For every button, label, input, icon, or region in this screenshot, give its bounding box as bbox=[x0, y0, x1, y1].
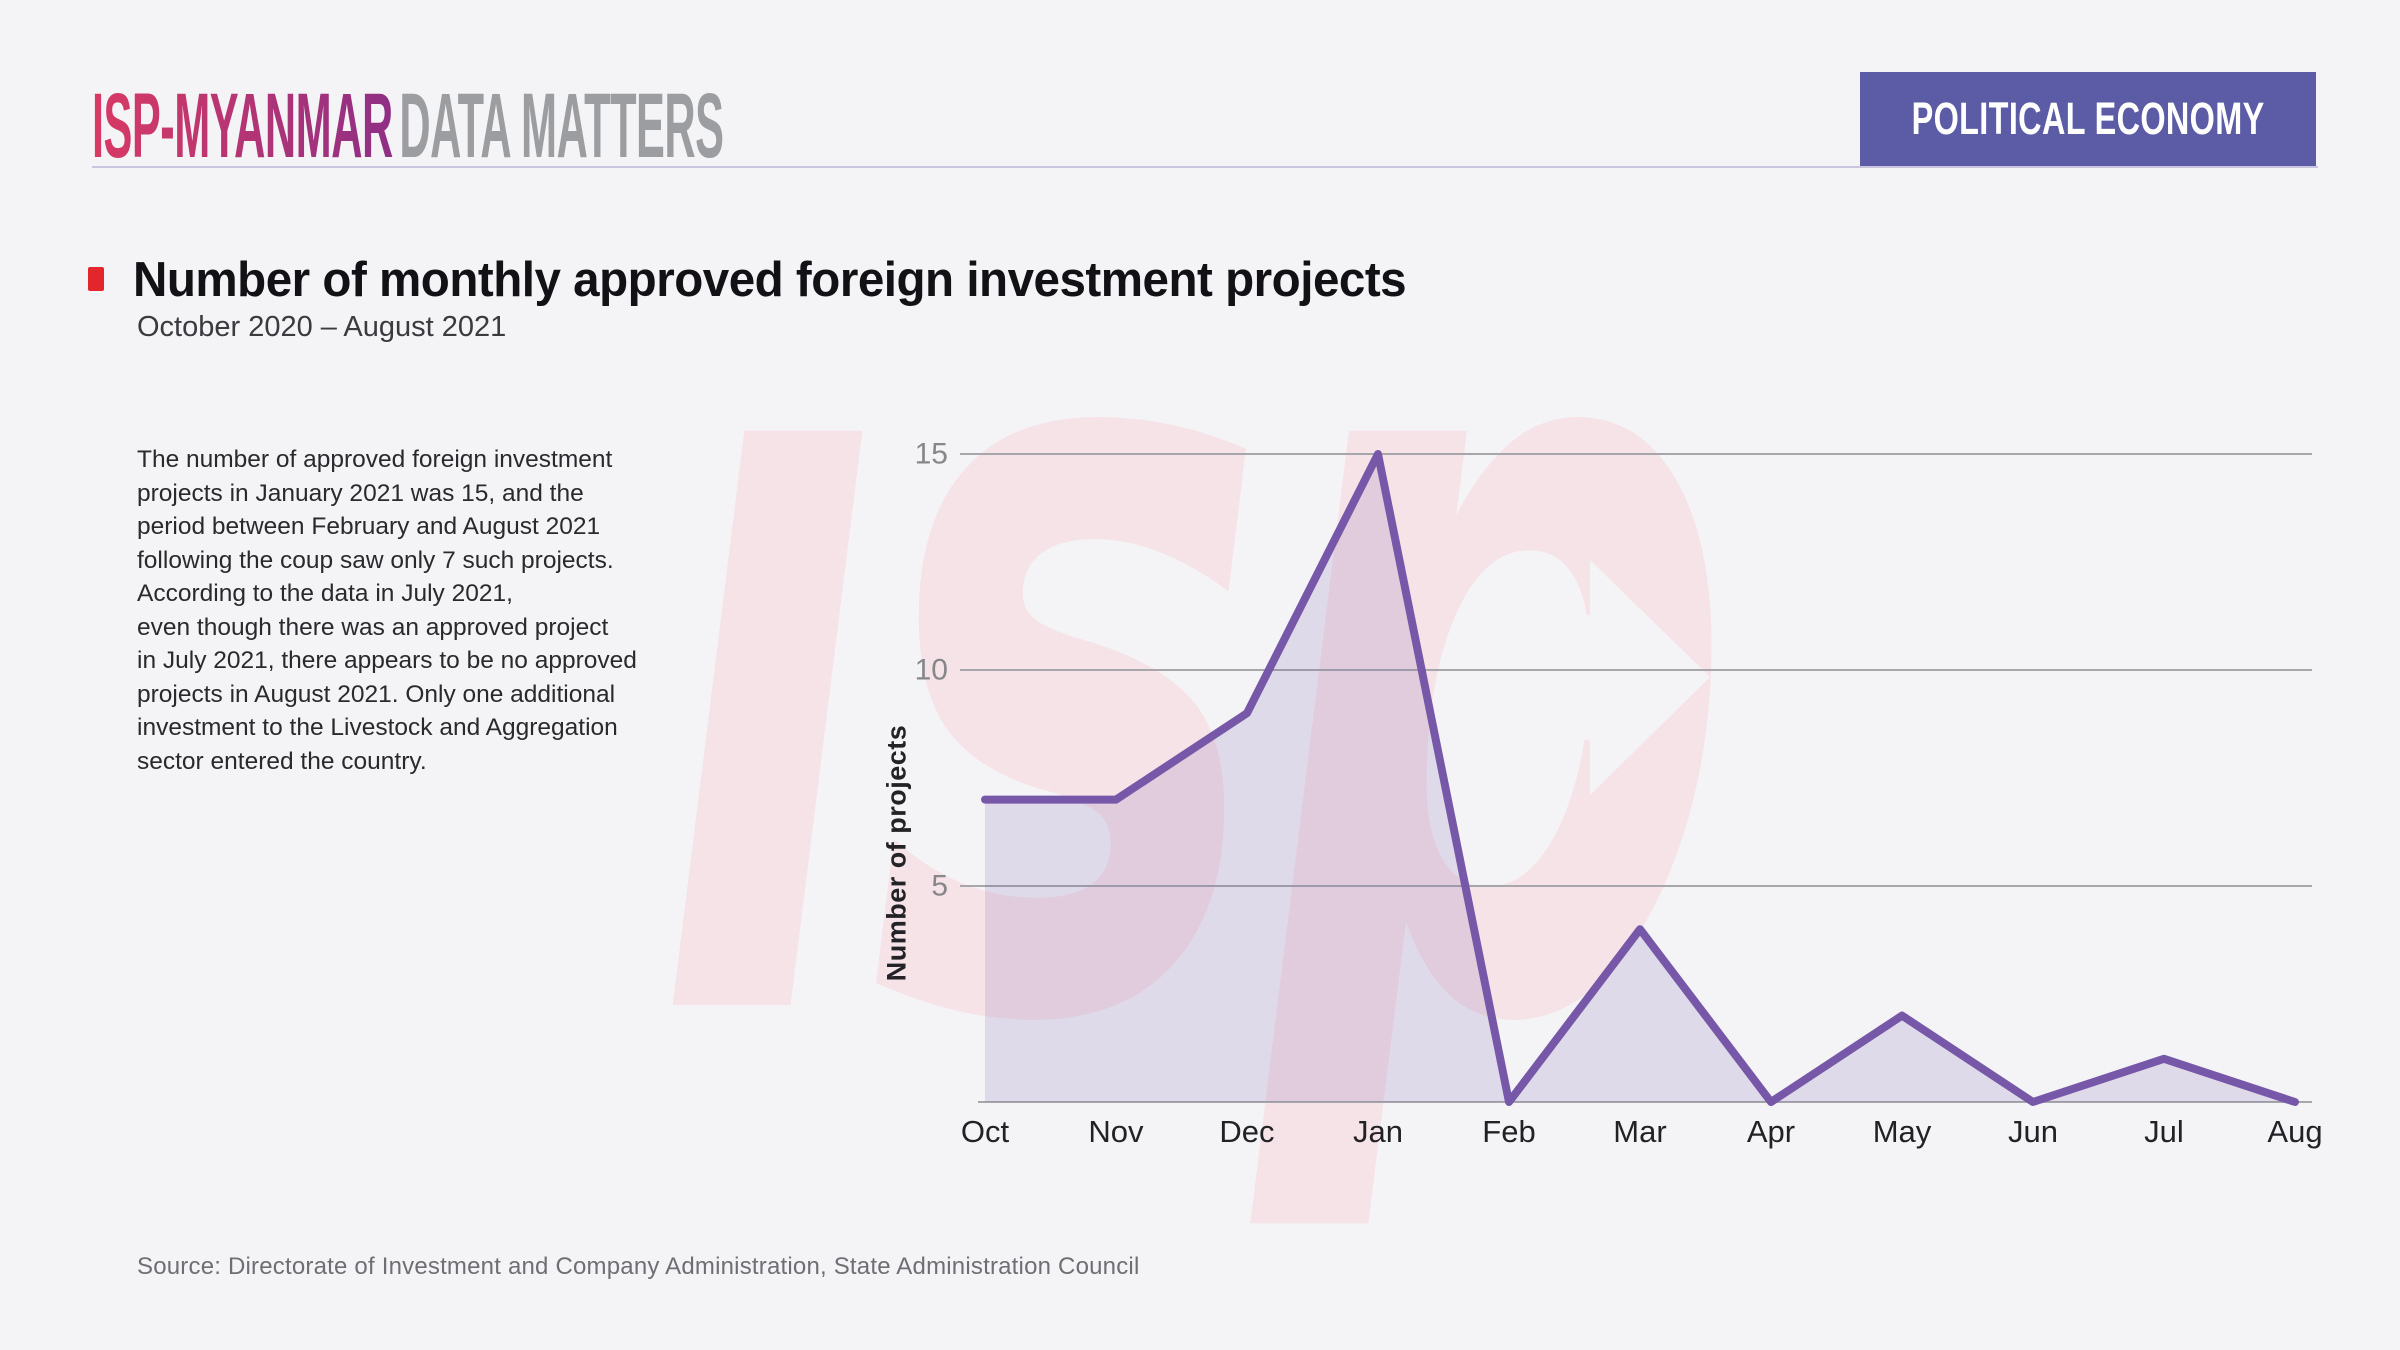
title-bullet-marker bbox=[88, 267, 104, 291]
x-tick-label: Mar bbox=[1613, 1114, 1666, 1149]
x-tick-label: Nov bbox=[1088, 1114, 1144, 1149]
commentary-text: The number of approved foreign investmen… bbox=[137, 446, 637, 775]
y-tick-label: 15 bbox=[915, 438, 948, 471]
area-fill bbox=[985, 454, 2295, 1102]
x-tick-label: Jun bbox=[2008, 1114, 2058, 1149]
header-divider bbox=[92, 166, 2318, 168]
watermark-arrow-icon bbox=[1460, 560, 1710, 795]
chart-svg: 15 10 5 Oct Nov Dec Jan Feb Mar Apr May Jun Jul Aug bbox=[915, 438, 2323, 1150]
x-tick-label: Feb bbox=[1482, 1114, 1535, 1149]
x-tick-label: Apr bbox=[1747, 1114, 1795, 1149]
data-line bbox=[981, 450, 2299, 1106]
source-note: Source: Directorate of Investment and Co… bbox=[137, 1253, 1140, 1280]
x-tick-label: May bbox=[1873, 1114, 1932, 1149]
x-tick-label: Jan bbox=[1353, 1114, 1403, 1149]
x-tick-label: Aug bbox=[2267, 1114, 2322, 1149]
page-subtitle: October 2020 – August 2021 bbox=[137, 311, 507, 343]
x-tick-label: Jul bbox=[2144, 1114, 2184, 1149]
watermark-isp-text: isp bbox=[652, 400, 1725, 1253]
category-badge: POLITICAL ECONOMY bbox=[1860, 72, 2316, 166]
brand-logo: ISP-MYANMARDATA MATTERS bbox=[92, 80, 724, 172]
y-tick-label: 5 bbox=[931, 870, 948, 903]
y-axis-label: Number of projects bbox=[881, 724, 912, 982]
page-title: Number of monthly approved foreign inves… bbox=[133, 253, 1407, 307]
brand-secondary-text: DATA MATTERS bbox=[399, 75, 724, 177]
brand-primary-text: ISP-MYANMAR bbox=[92, 75, 393, 177]
x-tick-label: Dec bbox=[1219, 1114, 1274, 1149]
y-tick-label: 10 bbox=[915, 654, 948, 687]
isp-watermark: isp bbox=[652, 400, 1738, 1253]
category-badge-label: POLITICAL ECONOMY bbox=[1911, 93, 2265, 144]
x-tick-label: Oct bbox=[961, 1114, 1010, 1149]
